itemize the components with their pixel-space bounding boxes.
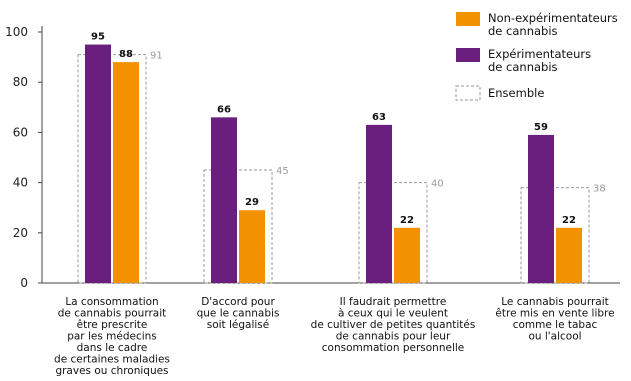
legend-experimentateurs-label: Expérimentateurs de cannabis (488, 47, 591, 74)
y-tick-label: 0 (20, 276, 28, 290)
value-label-non-experimentateurs: 22 (562, 215, 576, 226)
category-label-line: ou l'alcool (528, 331, 581, 343)
y-tick-label: 60 (13, 125, 28, 139)
category-label-line: D'accord pour (201, 296, 275, 308)
total-outline (358, 182, 428, 284)
category-label-line: de cannabis pour leur (336, 331, 451, 343)
category-label: Le cannabis pourrait être mis en vente li… (495, 296, 614, 343)
total-value-label: 45 (276, 166, 289, 177)
value-label-non-experimentateurs: 29 (245, 197, 259, 208)
category-label-line: être mis en vente libre (495, 308, 614, 320)
value-label-experimentateurs: 95 (91, 32, 105, 43)
legend-ensemble-label: Ensemble (488, 86, 544, 100)
category-label-line: que le cannabis (197, 308, 280, 320)
bar-non-experimentateurs (394, 227, 420, 283)
total-value-label: 40 (431, 179, 444, 190)
legend-label-line: Non-expérimentateurs (488, 11, 618, 25)
bar-experimentateurs (211, 117, 237, 283)
category-label: La consommation de cannabis pourrait être … (54, 296, 170, 377)
total-outline (520, 187, 590, 284)
category-label-line: à ceux qui le veulent (338, 308, 448, 320)
category-label-line: de certaines maladies (54, 354, 170, 366)
category-label: D'accord pour que le cannabis soit légalis… (197, 296, 280, 331)
value-label-non-experimentateurs: 88 (119, 49, 133, 60)
bar-experimentateurs (528, 134, 554, 283)
category-label-line: Le cannabis pourrait (501, 296, 608, 308)
category-label-line: Il faudrait permettre (340, 296, 447, 308)
bar-experimentateurs (366, 124, 392, 284)
bar-experimentateurs (85, 44, 111, 283)
category-label-line: par les médecins (67, 331, 157, 343)
value-label-experimentateurs: 66 (217, 104, 231, 115)
legend-ensemble-swatch (455, 85, 481, 101)
category-label-line: de cultiver de petites quantités (311, 319, 476, 331)
category-label-line: consommation personnelle (322, 342, 465, 354)
category-label-line: dans le cadre (77, 342, 148, 354)
total-value-label: 38 (593, 184, 606, 195)
category-label-line: de cannabis pourrait (58, 308, 166, 320)
category-label-line: soit légalisé (207, 319, 270, 331)
bar-non-experimentateurs (556, 227, 582, 283)
legend-label-line: Expérimentateurs (488, 47, 591, 61)
legend-experimentateurs-swatch (456, 48, 480, 62)
legend-label-line: de cannabis (488, 60, 558, 74)
category-label-line: être prescrite (77, 319, 148, 331)
y-tick-label: 40 (13, 176, 28, 190)
y-tick-label: 20 (13, 226, 28, 240)
legend-label-line: de cannabis (488, 24, 558, 38)
value-label-experimentateurs: 59 (534, 122, 548, 133)
y-tick-label: 100 (5, 25, 28, 39)
total-outline (203, 169, 273, 284)
bar-non-experimentateurs (113, 62, 139, 284)
total-outline (77, 54, 147, 284)
value-label-experimentateurs: 63 (372, 112, 386, 123)
category-label-line: comme le tabac (513, 319, 598, 331)
category-label-line: graves ou chroniques (55, 365, 168, 377)
y-tick-label: 80 (13, 75, 28, 89)
total-value-label: 91 (150, 51, 163, 62)
category-label: Il faudrait permettre à ceux qui le veule… (311, 296, 476, 354)
bar-non-experimentateurs (239, 210, 265, 283)
value-label-non-experimentateurs: 22 (400, 215, 414, 226)
category-label-line: La consommation (65, 296, 158, 308)
legend-non-experimentateurs-label: Non-expérimentateurs de cannabis (488, 11, 618, 38)
legend-non-experimentateurs-swatch (456, 12, 480, 26)
